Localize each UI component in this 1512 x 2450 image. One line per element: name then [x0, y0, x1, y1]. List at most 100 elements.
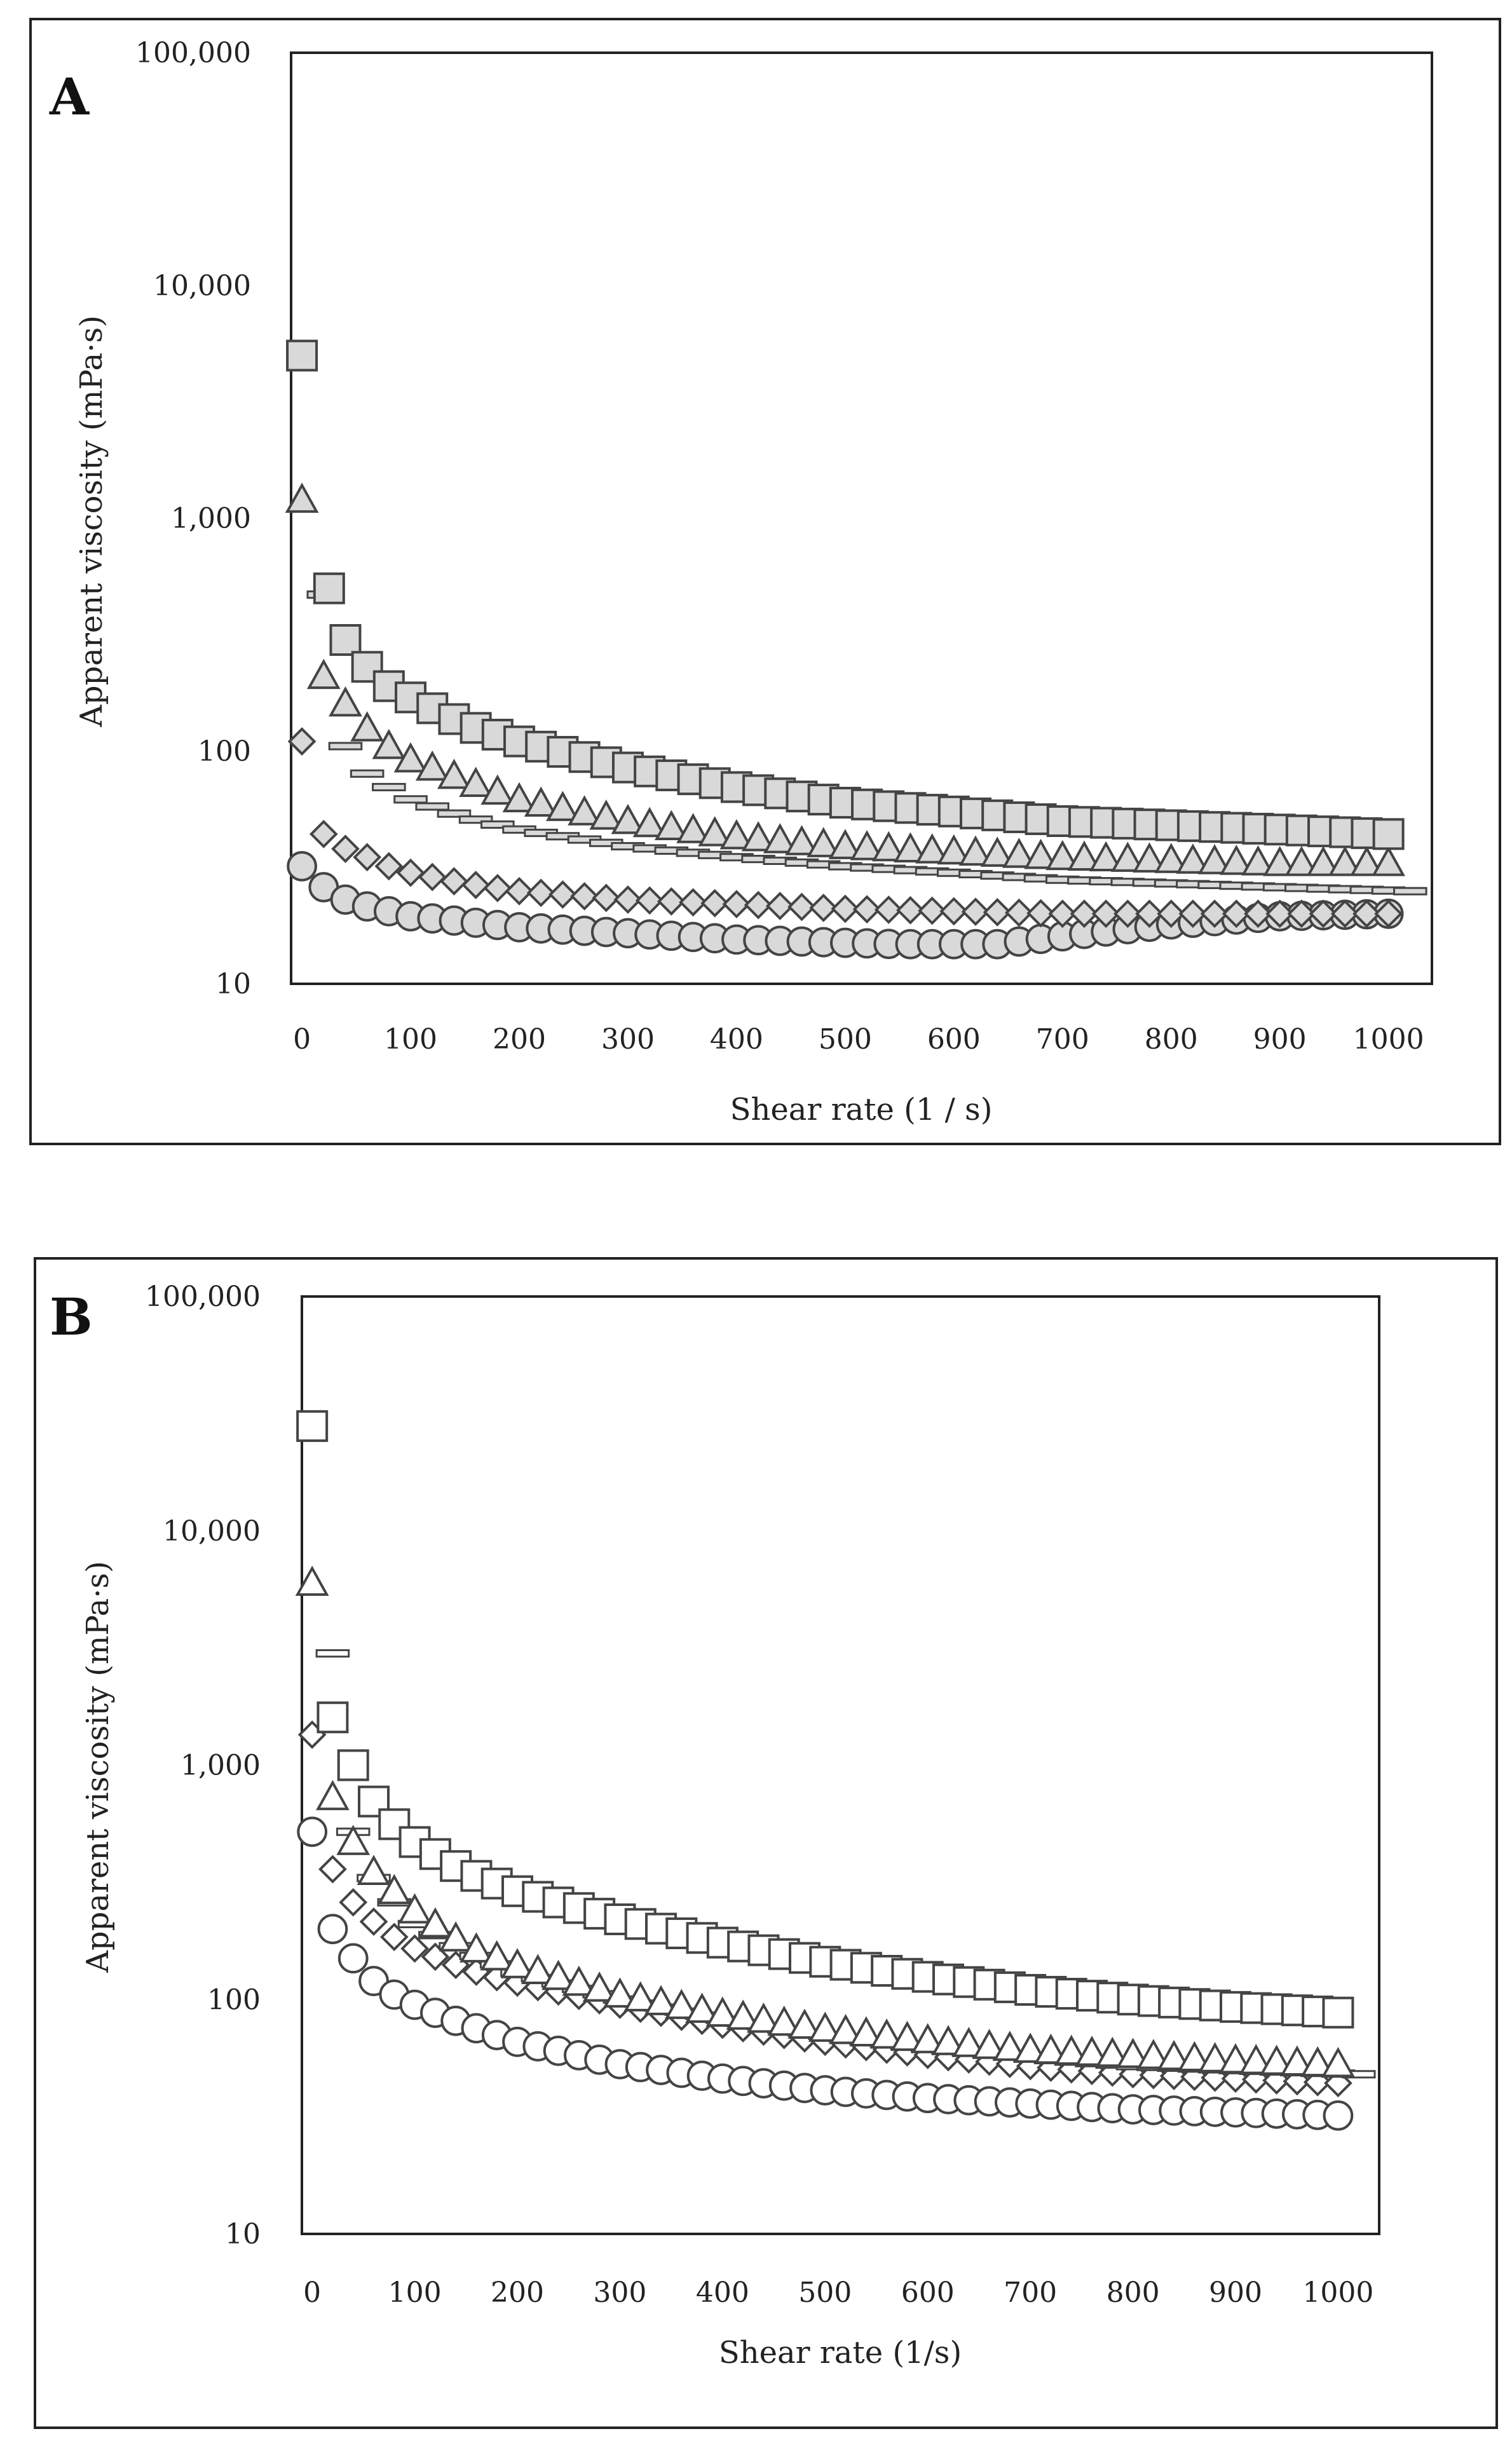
- panel-a-y-axis-title: Apparent viscosity (mPa·s): [74, 315, 109, 728]
- panel-a-dash-point: [328, 742, 363, 751]
- panel-a-x-tick-label: 300: [601, 1023, 655, 1056]
- panel-a-diamond-point: [396, 858, 425, 887]
- panel-a-dash-point: [393, 795, 428, 804]
- panel-b-dash-point: [315, 1649, 350, 1658]
- panel-b-diamond-point: [421, 1942, 450, 1971]
- panel-a-diamond-point: [657, 887, 686, 916]
- panel-b-triangle-point: [500, 1948, 535, 1978]
- panel-a-dash-point: [350, 769, 385, 778]
- panel-a-triangle-point: [1306, 845, 1340, 876]
- panel-a-diamond-point: [896, 895, 925, 925]
- panel-a-triangle-point: [763, 823, 797, 854]
- panel-b-plot-area: [301, 1295, 1380, 2235]
- panel-b-diamond-point: [379, 1923, 409, 1952]
- panel-a-diamond-point: [1352, 899, 1381, 929]
- panel-a-triangle-point: [980, 836, 1014, 867]
- panel-a-triangle-point: [1263, 845, 1297, 876]
- panel-a-triangle-point: [958, 835, 993, 866]
- panel-b-square-point: [1322, 1996, 1354, 2029]
- panel-a-triangle-point: [1089, 841, 1123, 871]
- panel-a-x-tick-label: 700: [1036, 1023, 1089, 1056]
- panel-a-diamond-point: [1244, 899, 1272, 929]
- panel-a-diamond-point: [374, 852, 404, 881]
- panel-a-triangle-point: [1284, 845, 1319, 876]
- panel-a-y-tick-label: 100: [198, 735, 251, 768]
- panel-a-dash-point: [415, 802, 450, 811]
- panel-a-triangle-point: [611, 803, 645, 834]
- panel-a-diamond-point: [287, 727, 317, 756]
- panel-b-triangle-point: [972, 2029, 1006, 2059]
- panel-b-triangle-point: [1157, 2039, 1191, 2071]
- panel-b-triangle-point: [541, 1959, 575, 1991]
- panel-a-diamond-point: [1330, 899, 1359, 929]
- panel-a-triangle-point: [1045, 840, 1080, 871]
- panel-a-square-point: [286, 339, 318, 372]
- panel-b-triangle-point: [869, 2018, 904, 2049]
- panel-a-diamond-point: [765, 892, 794, 920]
- panel-b-triangle-point: [582, 1971, 616, 2002]
- panel-b-triangle-point: [1218, 2043, 1253, 2074]
- panel-a-diamond-point: [613, 885, 643, 914]
- panel-b-triangle-point: [1136, 2039, 1171, 2069]
- panel-a-x-tick-label: 600: [927, 1023, 981, 1056]
- panel-a-triangle-point: [915, 833, 950, 864]
- panel-b-x-tick-label: 800: [1107, 2276, 1160, 2309]
- panel-a-square-point: [1372, 818, 1405, 850]
- panel-b-triangle-point: [644, 1985, 678, 2015]
- panel-a-diamond-point: [1048, 899, 1077, 929]
- panel-a-y-tick-label: 10: [215, 968, 251, 1000]
- panel-b-x-tick-label: 600: [901, 2276, 955, 2309]
- panel-b-square-point: [296, 1410, 329, 1442]
- panel-a-diamond-point: [440, 867, 468, 896]
- panel-a-x-tick-label: 100: [384, 1023, 437, 1056]
- panel-a-series-dash: [306, 590, 1427, 895]
- panel-b-triangle-point: [1321, 2046, 1355, 2078]
- panel-a-x-tick-label: 1000: [1353, 1023, 1424, 1056]
- panel-a-triangle-point: [285, 482, 319, 513]
- panel-b-triangle-point: [1280, 2045, 1314, 2076]
- panel-a-diamond-point: [635, 886, 664, 915]
- panel-a-circle-point: [287, 851, 317, 881]
- panel-a-diamond-point: [505, 876, 534, 906]
- panel-a-triangle-point: [676, 813, 710, 843]
- panel-a-triangle-point: [393, 742, 428, 773]
- panel-a-diamond-point: [570, 881, 599, 911]
- panel-b-y-tick-label: 10,000: [163, 1515, 261, 1548]
- panel-b-triangle-point: [705, 1996, 740, 2027]
- panel-a-triangle-point: [306, 658, 341, 690]
- panel-a-diamond-point: [787, 892, 816, 922]
- panel-a-triangle-point: [350, 711, 385, 742]
- panel-a-diamond-point: [918, 896, 946, 925]
- panel-b-x-tick-label: 900: [1209, 2276, 1262, 2309]
- panel-b-marks: [295, 1410, 1376, 2131]
- panel-b-series-circle: [297, 1816, 1354, 2131]
- panel-a-axes: 0 100 200 300 400 500 600 700 800 900 1000 10 100 1,0…: [135, 37, 1424, 1056]
- panel-a-diamond-point: [1070, 899, 1099, 929]
- panel-a-x-tick-label: 400: [710, 1023, 763, 1056]
- panel-a-diamond-point: [1265, 899, 1295, 929]
- panel-a-diamond-point: [874, 895, 903, 924]
- panel-a-triangle-point: [937, 834, 971, 865]
- panel-b-square-point: [337, 1749, 369, 1781]
- panel-a-triangle-point: [828, 829, 862, 859]
- panel-a-y-tick-label: 100,000: [135, 37, 251, 69]
- panel-b-triangle-point: [1075, 2036, 1109, 2066]
- panel-b-triangle-point: [521, 1954, 555, 1984]
- panel-a-diamond-point: [700, 888, 730, 918]
- panel-a-triangle-point: [871, 831, 906, 862]
- panel-b-y-tick-label: 100: [207, 1984, 261, 2016]
- panel-b-diamond-point: [318, 1855, 347, 1884]
- panel-b-x-tick-label: 700: [1004, 2276, 1057, 2309]
- panel-a-triangle-point: [1350, 845, 1384, 876]
- panel-a-diamond-point: [1178, 899, 1208, 929]
- panel-b-x-tick-label: 400: [696, 2276, 749, 2309]
- panel-b-triangle-point: [295, 1565, 329, 1596]
- panel-a-diamond-point: [1222, 899, 1251, 929]
- panel-b-triangle-point: [562, 1965, 596, 1996]
- panel-a-diamond-point: [722, 890, 751, 918]
- panel-b-triangle-point: [1198, 2042, 1232, 2072]
- panel-a-diamond-point: [353, 843, 382, 872]
- panel-b-diamond-point: [359, 1907, 388, 1936]
- panel-b-triangle-point: [603, 1977, 637, 2008]
- panel-a-triangle-point: [459, 766, 493, 797]
